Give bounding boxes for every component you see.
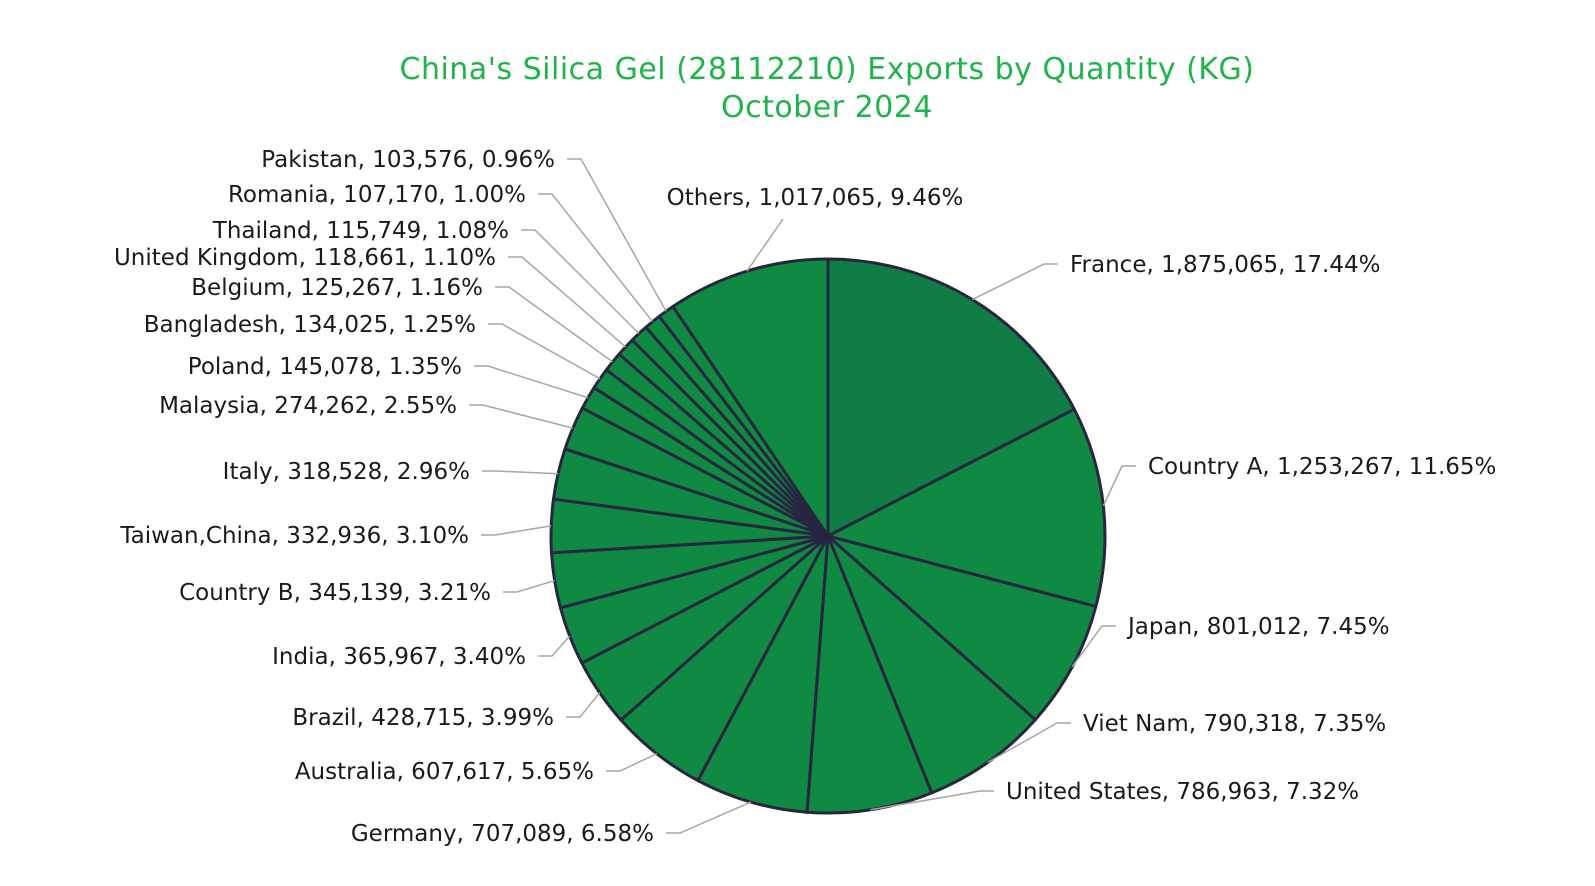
pie-slice-others	[671, 257, 830, 538]
leader-line	[567, 158, 667, 312]
slice-label: Bangladesh, 134,025, 1.25%	[144, 312, 476, 338]
chart-subtitle: October 2024	[721, 90, 933, 125]
leader-line	[521, 229, 640, 335]
leader-line	[666, 801, 752, 834]
slice-label: Thailand, 115,749, 1.08%	[212, 218, 509, 244]
slice-label: Brazil, 428,715, 3.99%	[292, 705, 554, 731]
slice-label: India, 365,967, 3.40%	[272, 644, 526, 670]
slice-label: Pakistan, 103,576, 0.96%	[261, 147, 555, 173]
slice-label: Germany, 707,089, 6.58%	[351, 821, 654, 847]
leader-line	[503, 579, 555, 593]
leader-line	[566, 692, 601, 718]
slice-label: Belgium, 125,267, 1.16%	[191, 275, 483, 301]
slice-label: United Kingdom, 118,661, 1.10%	[114, 245, 496, 271]
pie-slices	[549, 257, 1107, 815]
leader-line	[987, 722, 1071, 763]
leader-line	[474, 365, 589, 399]
chart-title: China's Silica Gel (28112210) Exports by…	[399, 52, 1255, 87]
leader-line	[1102, 465, 1136, 507]
leader-line	[469, 404, 574, 429]
pie-labels: France, 1,875,065, 17.44% Country A, 1,25…	[114, 147, 1496, 847]
slice-label: United States, 786,963, 7.32%	[1006, 779, 1359, 805]
leader-line	[538, 193, 654, 323]
slice-label: Australia, 607,617, 5.65%	[295, 759, 594, 785]
leader-line	[538, 635, 571, 657]
slice-label: Japan, 801,012, 7.45%	[1126, 614, 1390, 640]
slice-label: Taiwan,China, 332,936, 3.10%	[119, 523, 469, 549]
pie-slice-germany	[696, 534, 830, 814]
slice-label: France, 1,875,065, 17.44%	[1070, 252, 1380, 278]
slice-label: Country B, 345,139, 3.21%	[179, 580, 491, 606]
pie-slice-country-a	[826, 407, 1107, 608]
slice-label: Malaysia, 274,262, 2.55%	[159, 393, 457, 419]
leader-line	[746, 218, 784, 272]
slice-label: Country A, 1,253,267, 11.65%	[1148, 454, 1496, 480]
leader-line	[971, 263, 1058, 301]
slice-label: Italy, 318,528, 2.96%	[223, 459, 470, 485]
slice-label: Romania, 107,170, 1.00%	[228, 182, 526, 208]
leader-line	[481, 525, 552, 536]
leader-line	[870, 790, 994, 811]
leader-line	[495, 286, 614, 363]
leader-line	[508, 256, 627, 348]
leader-line	[488, 323, 601, 380]
leader-line	[1071, 625, 1116, 668]
leader-line	[482, 470, 559, 475]
slice-label: Viet Nam, 790,318, 7.35%	[1083, 711, 1386, 737]
leader-line	[606, 753, 658, 772]
pie-slice-united-states	[805, 534, 934, 815]
slice-label: Poland, 145,078, 1.35%	[188, 354, 462, 380]
slice-label: Others, 1,017,065, 9.46%	[667, 185, 964, 211]
